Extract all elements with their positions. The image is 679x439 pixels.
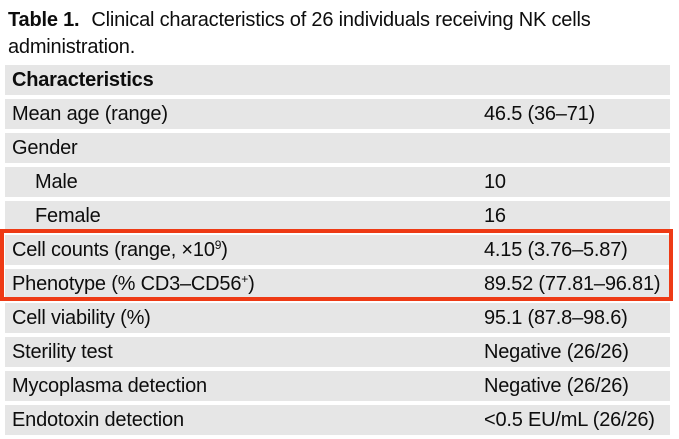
table-row-cell-counts: Cell counts (range, ×109) 4.15 (3.76–5.87…: [5, 235, 670, 265]
row-label: Mean age (range): [12, 102, 168, 125]
row-value: 89.52 (77.81–96.81): [484, 272, 661, 295]
row-value: 4.15 (3.76–5.87): [484, 238, 628, 261]
row-label: Mycoplasma detection: [12, 374, 207, 397]
row-label: Cell counts (range, ×109): [12, 237, 228, 261]
row-value: Negative (26/26): [484, 374, 629, 397]
table-caption-text: Clinical characteristics of 26 individua…: [8, 9, 591, 58]
superscript: +: [241, 271, 249, 286]
row-label: Male: [35, 170, 78, 193]
column-header-characteristics: Characteristics: [12, 68, 154, 91]
table-row-phenotype: Phenotype (% CD3–CD56+) 89.52 (77.81–96.8…: [5, 269, 670, 299]
table-row-mycoplasma-detection: Mycoplasma detection Negative (26/26): [5, 371, 670, 401]
table-row-sterility-test: Sterility test Negative (26/26): [5, 337, 670, 367]
table-row-mean-age: Mean age (range) 46.5 (36–71): [5, 99, 670, 129]
row-label: Endotoxin detection: [12, 408, 184, 431]
row-label: Female: [35, 204, 101, 227]
table-row-female: Female 16: [5, 201, 670, 231]
row-label: Cell viability (%): [12, 306, 151, 329]
table-row-cell-viability: Cell viability (%) 95.1 (87.8–98.6): [5, 303, 670, 333]
row-label: Sterility test: [12, 340, 113, 363]
table-header-row: Characteristics: [5, 65, 670, 95]
superscript: 9: [214, 237, 222, 252]
clinical-characteristics-table: Characteristics Mean age (range) 46.5 (36…: [5, 65, 670, 439]
table-caption: Table 1. Clinical characteristics of 26 i…: [8, 7, 668, 61]
table-row-gender: Gender: [5, 133, 670, 163]
row-value: <0.5 EU/mL (26/26): [484, 408, 655, 431]
table-row-male: Male 10: [5, 167, 670, 197]
table-caption-number: Table 1.: [8, 9, 80, 31]
row-value: 10: [484, 170, 506, 193]
row-value: 46.5 (36–71): [484, 102, 596, 125]
row-value: Negative (26/26): [484, 340, 629, 363]
row-value: 16: [484, 204, 506, 227]
row-label: Phenotype (% CD3–CD56+): [12, 271, 255, 295]
row-value: 95.1 (87.8–98.6): [484, 306, 628, 329]
row-label: Gender: [12, 136, 78, 159]
table-row-endotoxin-detection: Endotoxin detection <0.5 EU/mL (26/26): [5, 405, 670, 435]
table-body: Mean age (range) 46.5 (36–71) Gender Male 10…: [5, 99, 670, 435]
